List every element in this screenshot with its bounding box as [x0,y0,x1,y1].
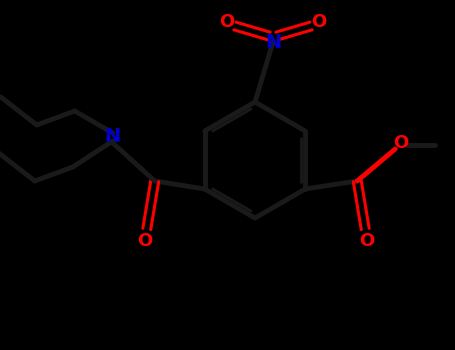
Text: N: N [265,33,281,51]
Text: O: O [394,134,409,152]
Text: O: O [311,13,327,31]
Text: O: O [137,232,152,250]
Text: O: O [359,232,375,250]
Text: N: N [105,127,121,147]
Text: O: O [219,13,235,31]
